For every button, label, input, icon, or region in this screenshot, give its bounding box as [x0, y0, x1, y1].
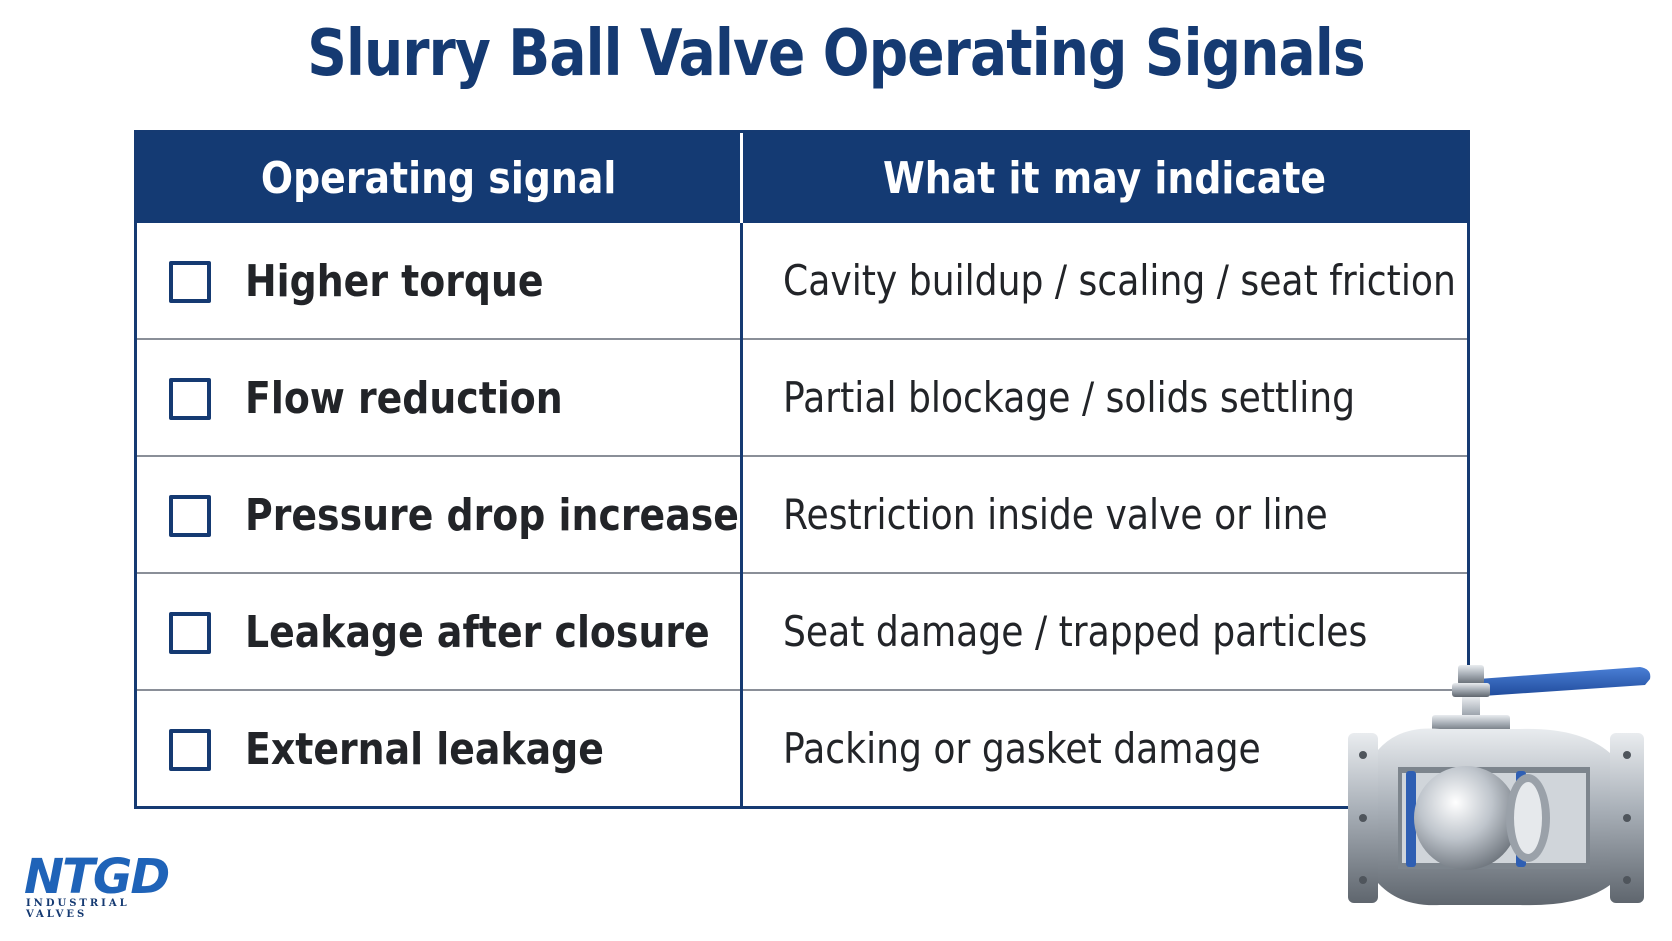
- logo-subtitle: INDUSTRIAL VALVES: [26, 898, 130, 920]
- indication-text: Cavity buildup / scaling / seat friction: [782, 256, 1456, 305]
- indication-text: Partial blockage / solids settling: [782, 373, 1355, 422]
- table-row: Leakage after closure Seat damage / trap…: [137, 572, 1467, 690]
- header-what-it-may-indicate: What it may indicate: [741, 133, 1467, 223]
- indication-cell: Partial blockage / solids settling: [741, 338, 1467, 456]
- indication-cell: Packing or gasket damage: [741, 689, 1467, 806]
- signal-cell: External leakage: [137, 689, 743, 806]
- signal-label: Pressure drop increase: [245, 490, 739, 542]
- signal-cell: Higher torque: [137, 223, 743, 339]
- signal-label: Flow reduction: [245, 373, 563, 425]
- logo-mark: NTGD: [24, 849, 170, 905]
- signals-table: Operating signal What it may indicate Hi…: [134, 130, 1470, 809]
- ntgd-logo-icon: NTGD INDUSTRIAL VALVES: [24, 849, 190, 920]
- signal-label: Higher torque: [245, 256, 544, 308]
- table-row: Flow reduction Partial blockage / solids…: [137, 338, 1467, 456]
- checkbox-pressure-drop-increase[interactable]: [169, 494, 211, 537]
- table-row: Higher torque Cavity buildup / scaling /…: [137, 223, 1467, 339]
- checkbox-higher-torque[interactable]: [169, 260, 211, 303]
- header-operating-signal: Operating signal: [137, 133, 743, 223]
- checkbox-external-leakage[interactable]: [169, 728, 211, 771]
- indication-text: Seat damage / trapped particles: [782, 607, 1367, 656]
- signal-cell: Pressure drop increase: [137, 455, 743, 573]
- signal-cell: Flow reduction: [137, 338, 743, 456]
- signal-label: External leakage: [245, 724, 604, 776]
- page-title: Slurry Ball Valve Operating Signals: [307, 17, 1365, 91]
- indication-cell: Restriction inside valve or line: [741, 455, 1467, 573]
- table-header-row: Operating signal What it may indicate: [137, 133, 1467, 223]
- indication-cell: Seat damage / trapped particles: [741, 572, 1467, 690]
- ball-valve-illustration-icon: [1348, 665, 1651, 906]
- table-row: Pressure drop increase Restriction insid…: [137, 455, 1467, 573]
- checkbox-leakage-after-closure[interactable]: [169, 611, 211, 654]
- signal-cell: Leakage after closure: [137, 572, 743, 690]
- checkbox-flow-reduction[interactable]: [169, 377, 211, 420]
- signal-label: Leakage after closure: [245, 607, 710, 659]
- indication-text: Packing or gasket damage: [782, 724, 1261, 773]
- indication-text: Restriction inside valve or line: [782, 490, 1328, 539]
- table-row: External leakage Packing or gasket damag…: [137, 689, 1467, 806]
- indication-cell: Cavity buildup / scaling / seat friction: [741, 223, 1467, 339]
